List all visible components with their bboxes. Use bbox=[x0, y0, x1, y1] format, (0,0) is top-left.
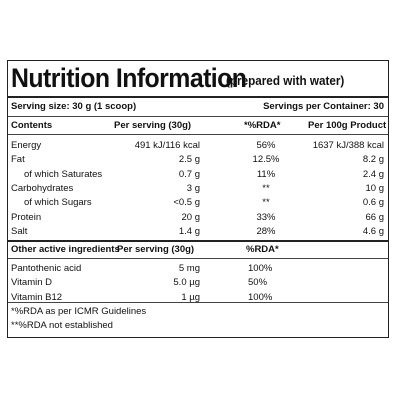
ingredient-rda: 100% bbox=[248, 291, 273, 303]
nutrient-per-serving: 3 g bbox=[186, 182, 200, 194]
title-divider bbox=[8, 96, 388, 98]
nutrient-name: Salt bbox=[11, 225, 28, 237]
nutrient-per-100g: 2.4 g bbox=[362, 168, 384, 180]
panel-subtitle: (prepared with water) bbox=[226, 73, 345, 88]
header-other-rda: %RDA* bbox=[246, 244, 279, 255]
ingredient-per-serving: 1 µg bbox=[181, 291, 200, 303]
header-other-per-serving: Per serving (30g) bbox=[117, 244, 195, 255]
nutrient-name: Carbohydrates bbox=[11, 182, 74, 194]
ingredient-name: Vitamin B12 bbox=[11, 291, 63, 303]
nutrient-name: of which Saturates bbox=[24, 168, 103, 180]
nutrient-rda: ** bbox=[262, 197, 270, 209]
nutrient-rda: 33% bbox=[256, 211, 276, 223]
header-rda: *%RDA* bbox=[244, 120, 281, 131]
nutrient-rda: ** bbox=[262, 182, 270, 194]
nutrient-per-serving: 20 g bbox=[181, 211, 201, 223]
ingredient-rda: 50% bbox=[248, 277, 268, 289]
nutrient-name: of which Sugars bbox=[24, 197, 92, 209]
footnote-not-established: **%RDA not established bbox=[11, 320, 113, 331]
nutrient-rda: 28% bbox=[256, 225, 276, 237]
nutrient-per-100g: 1637 kJ/388 kcal bbox=[312, 140, 384, 151]
nutrient-per-serving: 1.4 g bbox=[178, 225, 200, 237]
ingredient-rda: 100% bbox=[248, 263, 273, 274]
header-per-100g: Per 100g Product bbox=[308, 120, 387, 131]
nutrient-rda: 11% bbox=[256, 168, 276, 180]
nutrition-panel: Nutrition Information (prepared with wat… bbox=[7, 60, 389, 338]
nutrient-name: Protein bbox=[11, 211, 42, 223]
header-other-ingredients: Other active ingredients bbox=[11, 244, 120, 255]
nutrient-name: Energy bbox=[11, 140, 42, 151]
serving-divider bbox=[8, 116, 388, 117]
header-per-serving: Per serving (30g) bbox=[114, 120, 192, 131]
serving-size: Serving size: 30 g (1 scoop) bbox=[11, 101, 137, 112]
nutrient-per-serving: 491 kJ/116 kcal bbox=[134, 140, 200, 151]
header-contents: Contents bbox=[11, 120, 53, 131]
nutrient-per-100g: 8.2 g bbox=[362, 154, 384, 166]
ingredient-per-serving: 5.0 µg bbox=[173, 277, 200, 289]
nutrient-name: Fat bbox=[11, 154, 25, 166]
nutrient-per-100g: 0.6 g bbox=[362, 197, 384, 209]
nutrient-per-serving: <0.5 g bbox=[173, 197, 200, 209]
nutrient-rda: 56% bbox=[256, 140, 276, 151]
nutrient-per-serving: 2.5 g bbox=[178, 154, 200, 166]
ingredient-per-serving: 5 mg bbox=[178, 263, 200, 274]
nutrient-per-100g: 4.6 g bbox=[362, 225, 384, 237]
other-header-divider bbox=[8, 258, 388, 259]
ingredient-name: Vitamin D bbox=[11, 277, 53, 289]
title-row: Nutrition Information (prepared with wat… bbox=[8, 61, 388, 95]
footnote-rda: *%RDA as per ICMR Guidelines bbox=[11, 306, 147, 317]
ingredient-name: Pantothenic acid bbox=[11, 263, 82, 274]
nutrient-per-serving: 0.7 g bbox=[178, 168, 200, 180]
panel-title: Nutrition Information bbox=[11, 63, 247, 93]
nutrient-per-100g: 10 g bbox=[365, 182, 385, 194]
main-table-bottom-divider bbox=[8, 240, 388, 242]
servings-per-container: Servings per Container: 30 bbox=[263, 101, 384, 112]
nutrient-rda: 12.5% bbox=[252, 154, 280, 166]
footnote-divider bbox=[8, 302, 388, 303]
nutrient-per-100g: 66 g bbox=[365, 211, 385, 223]
main-header-divider bbox=[8, 134, 388, 135]
